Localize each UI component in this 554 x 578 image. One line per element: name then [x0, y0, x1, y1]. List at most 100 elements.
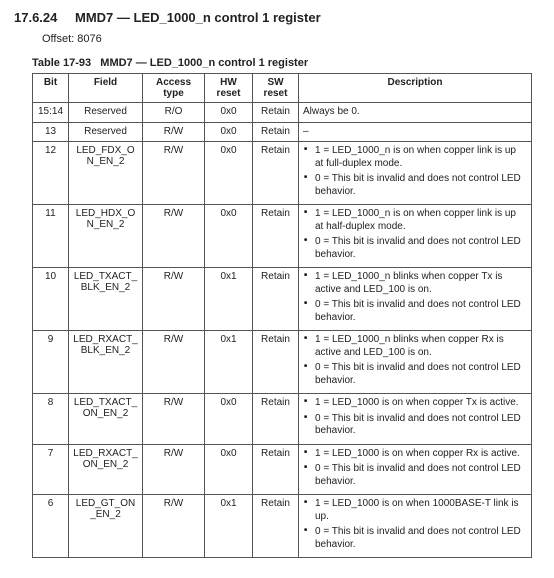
cell-access: R/W: [143, 205, 205, 268]
cell-field: LED_TXACT_BLK_EN_2: [69, 268, 143, 331]
cell-bit: 8: [33, 394, 69, 445]
cell-field: LED_GT_ON_EN_2: [69, 495, 143, 558]
cell-sw: Retain: [253, 444, 299, 495]
cell-access: R/W: [143, 142, 205, 205]
table-caption-title: MMD7 — LED_1000_n control 1 register: [100, 57, 308, 69]
col-access: Access type: [143, 74, 205, 103]
cell-hw: 0x1: [205, 495, 253, 558]
cell-hw: 0x0: [205, 142, 253, 205]
cell-description: –: [299, 122, 532, 142]
cell-description: 1 = LED_1000_n blinks when copper Tx is …: [299, 268, 532, 331]
cell-hw: 0x0: [205, 444, 253, 495]
description-item: 1 = LED_1000 is on when copper Tx is act…: [315, 397, 527, 410]
description-item: 0 = This bit is invalid and does not con…: [315, 413, 527, 438]
page: 17.6.24 MMD7 — LED_1000_n control 1 regi…: [0, 0, 554, 578]
cell-bit: 9: [33, 331, 69, 394]
cell-hw: 0x0: [205, 205, 253, 268]
offset-label: Offset:: [42, 33, 74, 45]
description-list: 1 = LED_1000_n is on when copper link is…: [303, 145, 527, 198]
cell-sw: Retain: [253, 268, 299, 331]
table-row: 7LED_RXACT_ON_EN_2R/W0x0Retain 1 = LED_10…: [33, 444, 532, 495]
cell-access: R/W: [143, 495, 205, 558]
cell-field: LED_TXACT_ON_EN_2: [69, 394, 143, 445]
cell-sw: Retain: [253, 331, 299, 394]
cell-field: Reserved: [69, 103, 143, 123]
table-caption-prefix: Table 17-93: [32, 57, 91, 69]
description-item: 0 = This bit is invalid and does not con…: [315, 173, 527, 198]
cell-access: R/W: [143, 122, 205, 142]
cell-sw: Retain: [253, 103, 299, 123]
table-header-row: Bit Field Access type HW reset SW reset …: [33, 74, 532, 103]
cell-hw: 0x0: [205, 394, 253, 445]
cell-bit: 13: [33, 122, 69, 142]
col-hw: HW reset: [205, 74, 253, 103]
cell-access: R/W: [143, 394, 205, 445]
col-bit: Bit: [33, 74, 69, 103]
cell-description: 1 = LED_1000 is on when copper Rx is act…: [299, 444, 532, 495]
cell-bit: 15:14: [33, 103, 69, 123]
cell-access: R/O: [143, 103, 205, 123]
description-item: 0 = This bit is invalid and does not con…: [315, 299, 527, 324]
description-item: 1 = LED_1000 is on when 1000BASE-T link …: [315, 498, 527, 523]
cell-field: LED_FDX_ON_EN_2: [69, 142, 143, 205]
offset-line: Offset: 8076: [42, 33, 540, 45]
cell-description: 1 = LED_1000_n is on when copper link is…: [299, 205, 532, 268]
description-item: 1 = LED_1000_n is on when copper link is…: [315, 208, 527, 233]
description-item: 1 = LED_1000_n is on when copper link is…: [315, 145, 527, 170]
cell-access: R/W: [143, 268, 205, 331]
description-item: 0 = This bit is invalid and does not con…: [315, 236, 527, 261]
table-caption: Table 17-93 MMD7 — LED_1000_n control 1 …: [32, 57, 540, 69]
cell-access: R/W: [143, 444, 205, 495]
cell-sw: Retain: [253, 394, 299, 445]
col-field: Field: [69, 74, 143, 103]
description-text: –: [303, 126, 309, 137]
col-sw: SW reset: [253, 74, 299, 103]
table-row: 6LED_GT_ON_EN_2R/W0x1Retain 1 = LED_1000 …: [33, 495, 532, 558]
cell-description: 1 = LED_1000 is on when copper Tx is act…: [299, 394, 532, 445]
col-desc: Description: [299, 74, 532, 103]
cell-field: LED_HDX_ON_EN_2: [69, 205, 143, 268]
description-item: 1 = LED_1000_n blinks when copper Rx is …: [315, 334, 527, 359]
cell-description: 1 = LED_1000_n is on when copper link is…: [299, 142, 532, 205]
table-row: 12LED_FDX_ON_EN_2R/W0x0Retain 1 = LED_100…: [33, 142, 532, 205]
section-number: 17.6.24: [14, 10, 57, 25]
description-list: 1 = LED_1000_n blinks when copper Tx is …: [303, 271, 527, 324]
description-list: 1 = LED_1000 is on when copper Tx is act…: [303, 397, 527, 438]
cell-bit: 7: [33, 444, 69, 495]
cell-description: 1 = LED_1000_n blinks when copper Rx is …: [299, 331, 532, 394]
offset-value: 8076: [77, 33, 101, 45]
cell-sw: Retain: [253, 495, 299, 558]
description-item: 0 = This bit is invalid and does not con…: [315, 526, 527, 551]
register-table: Bit Field Access type HW reset SW reset …: [32, 73, 532, 558]
description-list: 1 = LED_1000 is on when 1000BASE-T link …: [303, 498, 527, 551]
cell-bit: 12: [33, 142, 69, 205]
cell-field: LED_RXACT_BLK_EN_2: [69, 331, 143, 394]
description-list: 1 = LED_1000_n is on when copper link is…: [303, 208, 527, 261]
cell-access: R/W: [143, 331, 205, 394]
cell-field: Reserved: [69, 122, 143, 142]
cell-hw: 0x0: [205, 122, 253, 142]
description-list: 1 = LED_1000_n blinks when copper Rx is …: [303, 334, 527, 387]
cell-sw: Retain: [253, 142, 299, 205]
cell-bit: 11: [33, 205, 69, 268]
table-row: 9LED_RXACT_BLK_EN_2R/W0x1Retain 1 = LED_1…: [33, 331, 532, 394]
table-row: 10LED_TXACT_BLK_EN_2R/W0x1Retain 1 = LED_…: [33, 268, 532, 331]
cell-sw: Retain: [253, 122, 299, 142]
cell-description: 1 = LED_1000 is on when 1000BASE-T link …: [299, 495, 532, 558]
cell-hw: 0x0: [205, 103, 253, 123]
section-title: MMD7 — LED_1000_n control 1 register: [75, 10, 321, 25]
description-item: 0 = This bit is invalid and does not con…: [315, 463, 527, 488]
cell-field: LED_RXACT_ON_EN_2: [69, 444, 143, 495]
table-row: 8LED_TXACT_ON_EN_2R/W0x0Retain 1 = LED_10…: [33, 394, 532, 445]
description-list: 1 = LED_1000 is on when copper Rx is act…: [303, 448, 527, 489]
cell-hw: 0x1: [205, 268, 253, 331]
description-item: 1 = LED_1000 is on when copper Rx is act…: [315, 448, 527, 461]
cell-bit: 6: [33, 495, 69, 558]
cell-hw: 0x1: [205, 331, 253, 394]
section-heading: 17.6.24 MMD7 — LED_1000_n control 1 regi…: [14, 10, 540, 25]
description-item: 1 = LED_1000_n blinks when copper Tx is …: [315, 271, 527, 296]
cell-bit: 10: [33, 268, 69, 331]
cell-description: Always be 0.: [299, 103, 532, 123]
description-item: 0 = This bit is invalid and does not con…: [315, 362, 527, 387]
table-row: 13ReservedR/W0x0Retain–: [33, 122, 532, 142]
